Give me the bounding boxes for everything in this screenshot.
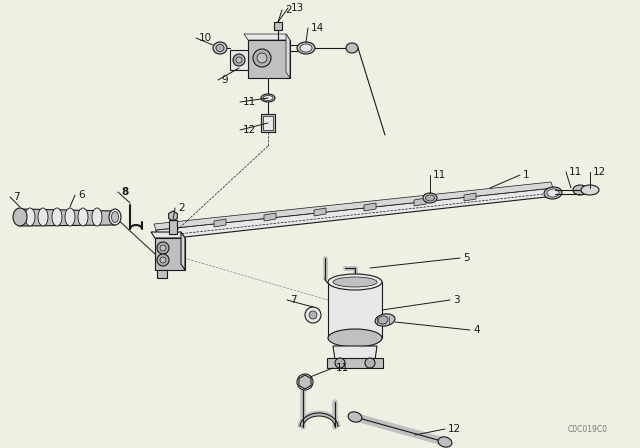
Text: 14: 14 (311, 23, 324, 33)
Circle shape (335, 358, 345, 368)
Polygon shape (181, 232, 185, 270)
Bar (169, 220, 177, 234)
Circle shape (301, 378, 309, 386)
Circle shape (297, 374, 313, 390)
Text: 10: 10 (199, 33, 212, 43)
Polygon shape (230, 50, 248, 70)
Ellipse shape (375, 314, 395, 326)
Polygon shape (151, 232, 185, 238)
Ellipse shape (111, 211, 118, 223)
Ellipse shape (261, 94, 275, 102)
Text: 7: 7 (13, 192, 20, 202)
Polygon shape (264, 213, 276, 221)
Polygon shape (157, 270, 167, 278)
Bar (261, 114, 275, 132)
Polygon shape (328, 282, 382, 338)
Ellipse shape (78, 208, 88, 226)
Ellipse shape (573, 185, 587, 195)
Circle shape (236, 57, 242, 63)
Polygon shape (20, 209, 115, 226)
Text: 11: 11 (336, 363, 349, 373)
Polygon shape (154, 182, 553, 230)
Bar (263, 116, 273, 130)
Ellipse shape (348, 412, 362, 422)
Circle shape (257, 53, 267, 63)
Text: 13: 13 (291, 3, 304, 13)
Ellipse shape (328, 329, 382, 347)
Text: 12: 12 (243, 125, 256, 135)
Ellipse shape (52, 208, 62, 226)
Ellipse shape (581, 185, 599, 195)
Ellipse shape (333, 277, 377, 287)
Circle shape (160, 257, 166, 263)
Polygon shape (314, 208, 326, 216)
Polygon shape (299, 375, 311, 389)
Polygon shape (156, 188, 555, 240)
Circle shape (233, 54, 245, 66)
Circle shape (160, 245, 166, 251)
Text: 11: 11 (243, 97, 256, 107)
Text: 11: 11 (433, 170, 446, 180)
Polygon shape (464, 193, 476, 201)
Circle shape (253, 49, 271, 67)
Polygon shape (155, 238, 185, 270)
Text: 12: 12 (593, 167, 606, 177)
Circle shape (365, 358, 375, 368)
Text: 11: 11 (569, 167, 582, 177)
Ellipse shape (346, 43, 358, 53)
Polygon shape (286, 34, 290, 78)
Ellipse shape (423, 193, 437, 203)
Polygon shape (248, 40, 290, 78)
Text: 8: 8 (121, 187, 128, 197)
Text: 9: 9 (221, 75, 228, 85)
Polygon shape (244, 34, 290, 40)
Ellipse shape (297, 42, 315, 54)
Text: 12: 12 (448, 424, 461, 434)
Circle shape (309, 311, 317, 319)
Bar (274, 22, 282, 30)
Ellipse shape (544, 187, 562, 199)
Text: 5: 5 (463, 253, 470, 263)
Polygon shape (414, 198, 426, 206)
Ellipse shape (92, 208, 102, 226)
Polygon shape (364, 203, 376, 211)
Polygon shape (214, 219, 226, 227)
Circle shape (157, 254, 169, 266)
Text: 3: 3 (453, 295, 460, 305)
Ellipse shape (438, 437, 452, 447)
Text: 2: 2 (178, 203, 184, 213)
Ellipse shape (328, 274, 382, 290)
Text: C0C019C0: C0C019C0 (568, 426, 608, 435)
Ellipse shape (109, 209, 121, 225)
Ellipse shape (263, 95, 273, 100)
Ellipse shape (216, 44, 224, 52)
Ellipse shape (547, 189, 559, 197)
Ellipse shape (13, 208, 27, 226)
Text: 1: 1 (523, 170, 530, 180)
Text: 6: 6 (78, 190, 84, 200)
Text: 4: 4 (473, 325, 479, 335)
Polygon shape (169, 211, 177, 221)
Ellipse shape (38, 208, 48, 226)
Ellipse shape (378, 316, 388, 324)
Polygon shape (327, 358, 383, 368)
Ellipse shape (300, 44, 312, 52)
Ellipse shape (426, 195, 435, 201)
Ellipse shape (65, 208, 75, 226)
Circle shape (157, 242, 169, 254)
Text: 7: 7 (290, 295, 296, 305)
Text: 2: 2 (285, 5, 292, 15)
Circle shape (305, 307, 321, 323)
Polygon shape (333, 346, 377, 360)
Ellipse shape (25, 208, 35, 226)
Ellipse shape (213, 42, 227, 54)
